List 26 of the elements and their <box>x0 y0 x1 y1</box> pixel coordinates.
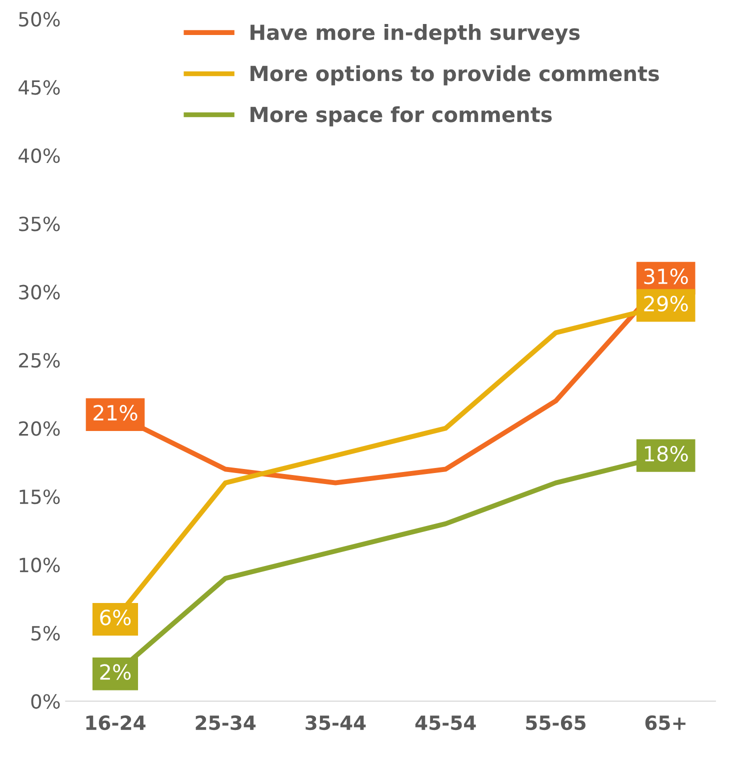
y-tick-label: 50% <box>19 12 60 27</box>
y-tick-label: 40% <box>18 148 60 164</box>
legend-label: Have more in-depth surveys <box>250 24 580 44</box>
y-tick-label: 20% <box>19 421 60 436</box>
x-tick-label: 65+ <box>645 715 686 730</box>
y-tick-label: 15% <box>20 489 60 504</box>
data-label: 29% <box>644 296 688 312</box>
data-label: 2% <box>100 664 131 680</box>
y-tick-label: 0% <box>31 694 60 709</box>
x-tick-label: 16-24 <box>86 715 146 730</box>
x-tick-label: 35-44 <box>306 715 366 730</box>
data-label: 21% <box>94 404 138 421</box>
y-tick-label: 45% <box>18 80 60 95</box>
y-tick-label: 5% <box>31 626 60 641</box>
x-tick-label: 45-54 <box>415 716 476 730</box>
y-tick-label: 10% <box>20 558 60 572</box>
x-tick-label: 55-65 <box>526 715 586 730</box>
data-label: 6% <box>100 610 131 626</box>
legend-label: More space for comments <box>250 106 552 126</box>
y-tick-label: 25% <box>19 353 60 368</box>
y-tick-label: 35% <box>19 216 60 232</box>
data-label: 31% <box>644 268 688 284</box>
data-label: 18% <box>644 446 688 462</box>
legend-label: More options to provide comments <box>250 65 659 86</box>
y-tick-label: 30% <box>19 284 60 300</box>
x-tick-label: 25-34 <box>196 715 256 730</box>
